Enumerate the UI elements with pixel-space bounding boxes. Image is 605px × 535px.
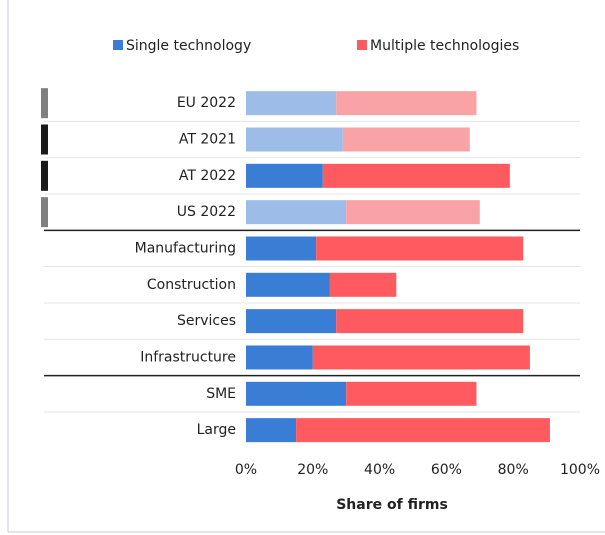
bar-segment [296, 418, 550, 443]
group-marker [41, 197, 48, 228]
y-tick-label: SME [206, 386, 236, 402]
y-tick-label: Manufacturing [135, 240, 236, 256]
x-tick-label: 0% [235, 462, 257, 478]
x-tick-label: 20% [297, 462, 328, 478]
legend-label: Single technology [126, 38, 251, 54]
bar-segment [246, 309, 337, 334]
x-tick-label: 60% [431, 462, 462, 478]
bar-segment [246, 381, 347, 406]
group-marker [41, 88, 48, 119]
x-tick-label: 80% [498, 462, 529, 478]
y-tick-label: Construction [147, 277, 236, 293]
bar-segment [342, 127, 470, 152]
legend-label: Multiple technologies [370, 38, 519, 54]
bar-segment [316, 236, 524, 261]
bar-segment [246, 200, 347, 225]
group-marker [41, 160, 48, 191]
y-tick-label: US 2022 [177, 204, 236, 220]
bar-segment [312, 345, 530, 370]
legend-swatch [113, 40, 123, 50]
legend-swatch [357, 40, 367, 50]
bar-segment [322, 163, 510, 188]
group-marker [41, 124, 48, 155]
y-tick-label: Infrastructure [140, 349, 236, 365]
bar-segment [246, 127, 343, 152]
x-tick-label: 100% [560, 462, 600, 478]
y-tick-label: AT 2021 [179, 131, 236, 147]
bar-segment [246, 272, 330, 297]
bar-segment [246, 91, 337, 116]
bar-segment [346, 200, 480, 225]
y-tick-label: Services [177, 313, 236, 329]
y-tick-label: AT 2022 [179, 168, 236, 184]
bar-segment [346, 381, 477, 406]
y-tick-label: EU 2022 [177, 95, 236, 111]
bar-segment [246, 345, 313, 370]
bar-segment [336, 309, 524, 334]
x-axis-title: Share of firms [336, 497, 448, 513]
bar-segment [246, 418, 297, 443]
bar-segment [246, 163, 323, 188]
x-tick-label: 40% [364, 462, 395, 478]
y-tick-label: Large [197, 422, 236, 438]
bar-segment [329, 272, 397, 297]
bar-segment [246, 236, 317, 261]
bar-segment [336, 91, 477, 116]
